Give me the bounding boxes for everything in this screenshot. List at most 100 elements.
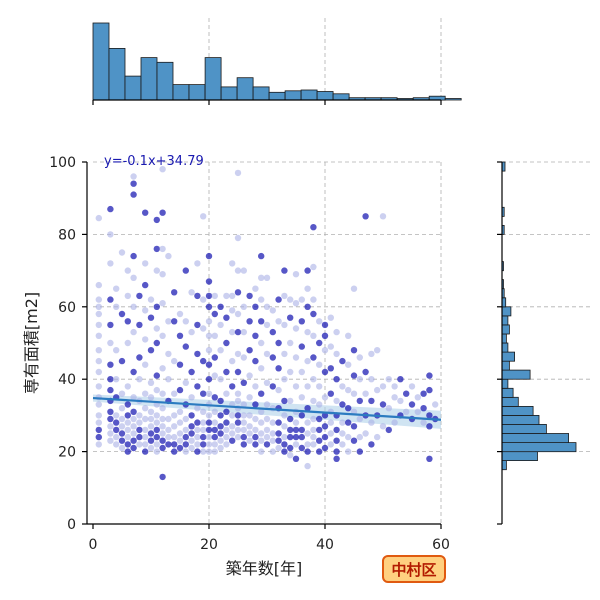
scatter-point [350,437,358,444]
scatter-point [240,426,247,434]
scatter-point [333,448,340,455]
scatter-point [298,444,305,452]
scatter-point [397,397,404,405]
scatter-point [153,303,160,310]
scatter-point [304,430,311,437]
scatter-point [211,332,218,339]
y-histogram-bar [501,396,519,407]
scatter-point [345,433,352,441]
scatter-point [229,260,236,267]
scatter-point [292,354,300,361]
scatter-point [316,401,323,408]
scatter-point [263,379,271,386]
scatter-point [130,303,137,310]
scatter-point [397,376,404,383]
scatter-point [95,310,103,318]
scatter-point [281,423,288,430]
regression-equation: y=-0.1x+34.79 [104,154,204,169]
scatter-point [130,191,137,198]
scatter-point [258,390,265,397]
scatter-point [130,415,137,423]
scatter-point [327,390,334,397]
scatter-point [391,419,398,426]
scatter-point [420,390,427,397]
x-histogram-bar [236,77,254,101]
y-histogram-bar [501,460,507,471]
scatter-point [252,303,259,310]
scatter-point [223,408,230,415]
scatter-point [240,401,247,408]
scatter-point [176,310,184,318]
scatter-point [95,401,103,408]
scatter-point [194,426,201,434]
scatter-point [113,441,120,448]
scatter-point [118,415,126,423]
district-badge-label: 中村区 [391,561,436,579]
scatter-point [252,441,259,448]
scatter-point [229,423,236,430]
scatter-point [95,303,103,310]
x-marginal-histogram [92,18,462,105]
scatter-point [403,408,410,415]
scatter-point [153,386,160,394]
x-histogram-bar [172,84,190,101]
scatter-point [356,433,363,441]
scatter-point [356,415,363,423]
scatter-point [182,379,189,386]
y-histogram-bar [501,433,569,444]
scatter-point [246,394,253,401]
scatter-point [124,383,131,390]
scatter-point [316,426,323,434]
scatter-point [304,419,311,426]
scatter-point [217,412,224,419]
scatter-point [107,361,114,368]
scatter-point [142,390,149,397]
scatter-point [153,267,160,274]
scatter-point [229,292,236,300]
scatter-point [310,332,317,339]
x-histogram-bar [220,86,238,101]
y-histogram-bar [501,378,509,389]
scatter-point [345,332,352,339]
scatter-point [379,383,387,390]
scatter-point [304,383,311,390]
scatter-point [327,419,334,426]
y-histogram-bar [501,306,512,317]
scatter-point [310,354,317,361]
scatter-point [252,383,259,390]
scatter-point [171,289,178,296]
scatter-point [142,405,149,412]
scatter-point [153,441,160,448]
y-axis-ticks: 0 20 40 60 80 100 [49,155,87,533]
scatter-point [391,383,398,390]
scatter-point [258,339,265,347]
y-histogram-bar [501,315,509,326]
scatter-point [321,444,329,452]
scatter-point [130,394,137,401]
y-histogram-bar [501,442,577,453]
scatter-point [113,412,120,419]
scatter-point [130,423,137,430]
scatter-point [234,234,242,242]
scatter-point [234,169,242,177]
scatter-point [258,274,265,281]
scatter-point [292,441,300,448]
x-histogram-bar [140,57,158,101]
scatter-point [182,448,189,455]
scatter-point [176,332,184,339]
scatter-point [124,426,131,434]
scatter-point [217,376,224,383]
scatter-point [182,267,189,274]
y-marginal-histogram [497,161,590,525]
scatter-point [136,419,143,426]
scatter-point [124,448,131,455]
scatter-point [240,267,247,274]
scatter-point [107,321,114,329]
scatter-point [275,444,282,452]
scatter-point [263,415,271,423]
scatter-point [171,448,178,455]
scatter-point [234,368,242,376]
scatter-point [95,281,103,289]
scatter-point [113,285,120,292]
scatter-point [153,372,160,379]
